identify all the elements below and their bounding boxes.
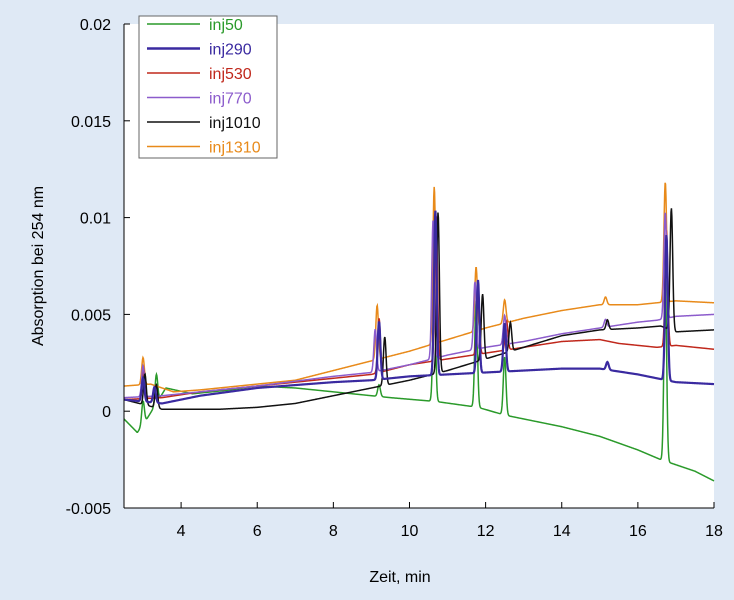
x-axis-title: Zeit, min <box>369 569 430 586</box>
x-tick-label: 8 <box>329 523 338 540</box>
x-tick-label: 4 <box>177 523 186 540</box>
series-line-inj50 <box>123 278 715 482</box>
series-line-inj770 <box>123 212 715 399</box>
x-tick-label: 6 <box>253 523 262 540</box>
x-tick-label: 10 <box>401 523 419 540</box>
y-tick-label: 0.015 <box>71 114 111 131</box>
legend-label-inj530: inj530 <box>209 66 252 83</box>
y-tick-label: 0 <box>102 404 111 421</box>
y-tick-label: 0.02 <box>80 17 111 34</box>
y-tick-label: -0.005 <box>66 501 111 518</box>
x-tick-label: 12 <box>477 523 495 540</box>
series-line-inj1310 <box>123 182 715 393</box>
x-ticks: 4 6 8 10 12 14 16 18 <box>177 502 723 540</box>
y-axis-title: Absorption bei 254 nm <box>30 186 47 346</box>
legend-label-inj1010: inj1010 <box>209 115 261 132</box>
legend-box <box>138 15 278 159</box>
legend-entries: inj50 inj290 inj530 inj770 inj1010 inj1310 <box>147 17 261 157</box>
series-layer <box>123 182 715 482</box>
x-tick-label: 14 <box>553 523 571 540</box>
legend-label-inj50: inj50 <box>209 17 243 34</box>
y-tick-label: 0.005 <box>71 307 111 324</box>
x-tick-label: 18 <box>705 523 723 540</box>
legend: inj50 inj290 inj530 inj770 inj1010 inj1310 <box>138 15 278 159</box>
y-tick-label: 0.01 <box>80 211 111 228</box>
series-line-inj290 <box>123 210 715 405</box>
legend-label-inj1310: inj1310 <box>209 140 261 157</box>
legend-label-inj770: inj770 <box>209 91 252 108</box>
series-line-inj1010 <box>123 208 715 411</box>
y-ticks: -0.005 0 0.005 0.01 0.015 0.02 <box>66 17 130 518</box>
legend-label-inj290: inj290 <box>209 42 252 59</box>
x-tick-label: 16 <box>629 523 647 540</box>
